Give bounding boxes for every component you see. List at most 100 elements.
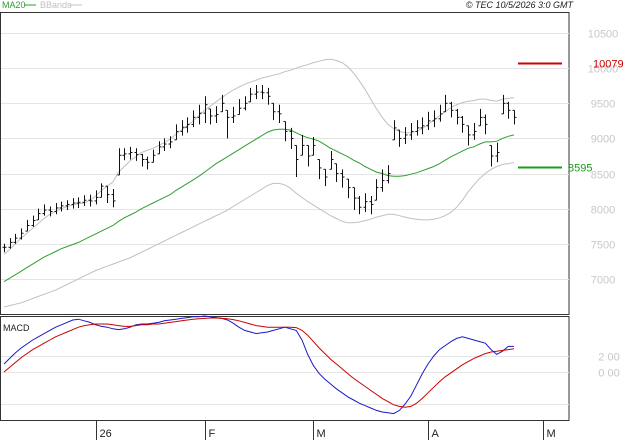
ohlc-bar <box>220 94 225 113</box>
ohlc-bar <box>363 193 368 213</box>
price-tick-label: 9000 <box>591 134 615 146</box>
ohlc-bar <box>94 190 99 205</box>
ohlc-bar <box>352 187 357 211</box>
ohlc-bar <box>76 197 81 208</box>
level-label: 10079 <box>593 59 624 71</box>
bb-legend-label: BBands <box>40 0 72 10</box>
ohlc-bar <box>260 85 265 100</box>
ohlc-bar <box>59 201 64 212</box>
ohlc-bar <box>334 163 339 182</box>
ohlc-bar <box>13 233 18 244</box>
ohlc-bar <box>191 110 196 128</box>
ohlc-bar <box>157 141 162 155</box>
ohlc-bar <box>311 137 316 156</box>
ohlc-bar <box>237 99 242 116</box>
ohlc-bar <box>8 238 13 249</box>
ohlc-bar <box>346 178 351 199</box>
ohlc-bar <box>82 195 87 206</box>
ohlc-bar <box>231 106 236 123</box>
x-tick-label: F <box>209 428 216 440</box>
macd-tick-label: 2 00 <box>598 352 619 364</box>
ohlc-bar <box>71 198 76 209</box>
ohlc-bar <box>357 196 362 215</box>
ohlc-bar <box>185 117 190 133</box>
ohlc-bar <box>329 151 334 170</box>
ohlc-bar <box>99 183 104 198</box>
ohlc-bar <box>300 134 305 156</box>
ohlc-bar <box>392 120 397 141</box>
x-tick-label: M <box>317 428 326 440</box>
ohlc-bar <box>483 114 488 135</box>
ohlc-bar <box>317 158 322 180</box>
ohlc-bar <box>225 109 230 139</box>
ohlc-bar <box>374 179 379 201</box>
ohlc-bar <box>409 122 414 140</box>
ma-legend-label: MA20 <box>2 0 26 10</box>
ohlc-bar <box>438 104 443 122</box>
ohlc-bar <box>271 102 276 121</box>
ohlc-bar <box>54 203 59 215</box>
ohlc-bar <box>168 136 173 149</box>
ohlc-bar <box>122 148 127 161</box>
ohlc-bar <box>180 120 185 136</box>
ohlc-bar <box>455 108 460 125</box>
price-tick-label: 10000 <box>588 64 619 76</box>
ohlc-bar <box>432 110 437 128</box>
copyright-text: © TEC 10/5/2026 3:0 GMT <box>466 0 575 10</box>
ohlc-bar <box>512 109 517 125</box>
ohlc-bar <box>25 219 30 232</box>
ma20-line <box>3 128 515 283</box>
ohlc-bar <box>203 96 208 123</box>
ohlc-bar <box>277 104 282 123</box>
ohlc-bar <box>426 111 431 130</box>
bb-lower-line <box>3 161 515 308</box>
ohlc-bar <box>140 153 145 167</box>
ohlc-bar <box>65 200 70 211</box>
macd-line <box>3 315 514 415</box>
price-tick-label: 8500 <box>591 170 615 182</box>
ohlc-bar <box>145 156 150 170</box>
x-axis: 26 F M A M <box>0 420 569 440</box>
ohlc-bar <box>248 87 253 103</box>
ohlc-bar <box>2 243 7 253</box>
bb-upper-line <box>3 58 515 255</box>
price-tick-label: 9500 <box>591 99 615 111</box>
x-tick-label: 26 <box>100 428 112 440</box>
ohlc-bar <box>48 206 53 217</box>
ohlc-bar <box>111 188 116 208</box>
ohlc-bar <box>506 101 511 119</box>
ohlc-bar <box>449 101 454 118</box>
ohlc-bar <box>254 85 259 100</box>
price-tick-label: 7500 <box>591 240 615 252</box>
ohlc-bar <box>306 144 311 167</box>
ohlc-bar <box>197 104 202 125</box>
ohlc-bar <box>415 120 420 136</box>
ohlc-bar <box>323 168 328 187</box>
ohlc-bar <box>466 125 471 146</box>
ohlc-bar <box>162 138 167 152</box>
price-tick-label: 10500 <box>588 29 619 41</box>
macd-label: MACD <box>3 323 30 333</box>
ohlc-bar <box>174 124 179 141</box>
ohlc-bar <box>397 129 402 147</box>
ohlc-bar <box>243 96 248 111</box>
ohlc-bar <box>117 148 122 176</box>
ohlc-bar <box>42 204 47 216</box>
price-panel-frame <box>0 12 570 315</box>
ohlc-bar <box>472 122 477 140</box>
ohlc-bar <box>31 215 36 227</box>
macd-panel: 0 00 2 00 <box>0 315 620 421</box>
ohlc-bar <box>214 106 219 123</box>
macd-tick-label: 0 00 <box>598 368 619 380</box>
ohlc-bar <box>369 196 374 215</box>
ohlc-bar <box>403 127 408 145</box>
price-panel: 7000 7500 8000 8500 9000 9500 10000 10500 10079 8… <box>0 12 624 315</box>
ohlc-bar <box>489 144 494 167</box>
ohlc-bar <box>266 87 271 105</box>
ohlc-bar <box>289 127 294 149</box>
ohlc-bar <box>460 115 465 133</box>
ohlc-bar <box>495 142 500 163</box>
ohlc-bar <box>134 148 139 161</box>
ohlc-bar <box>386 165 391 184</box>
